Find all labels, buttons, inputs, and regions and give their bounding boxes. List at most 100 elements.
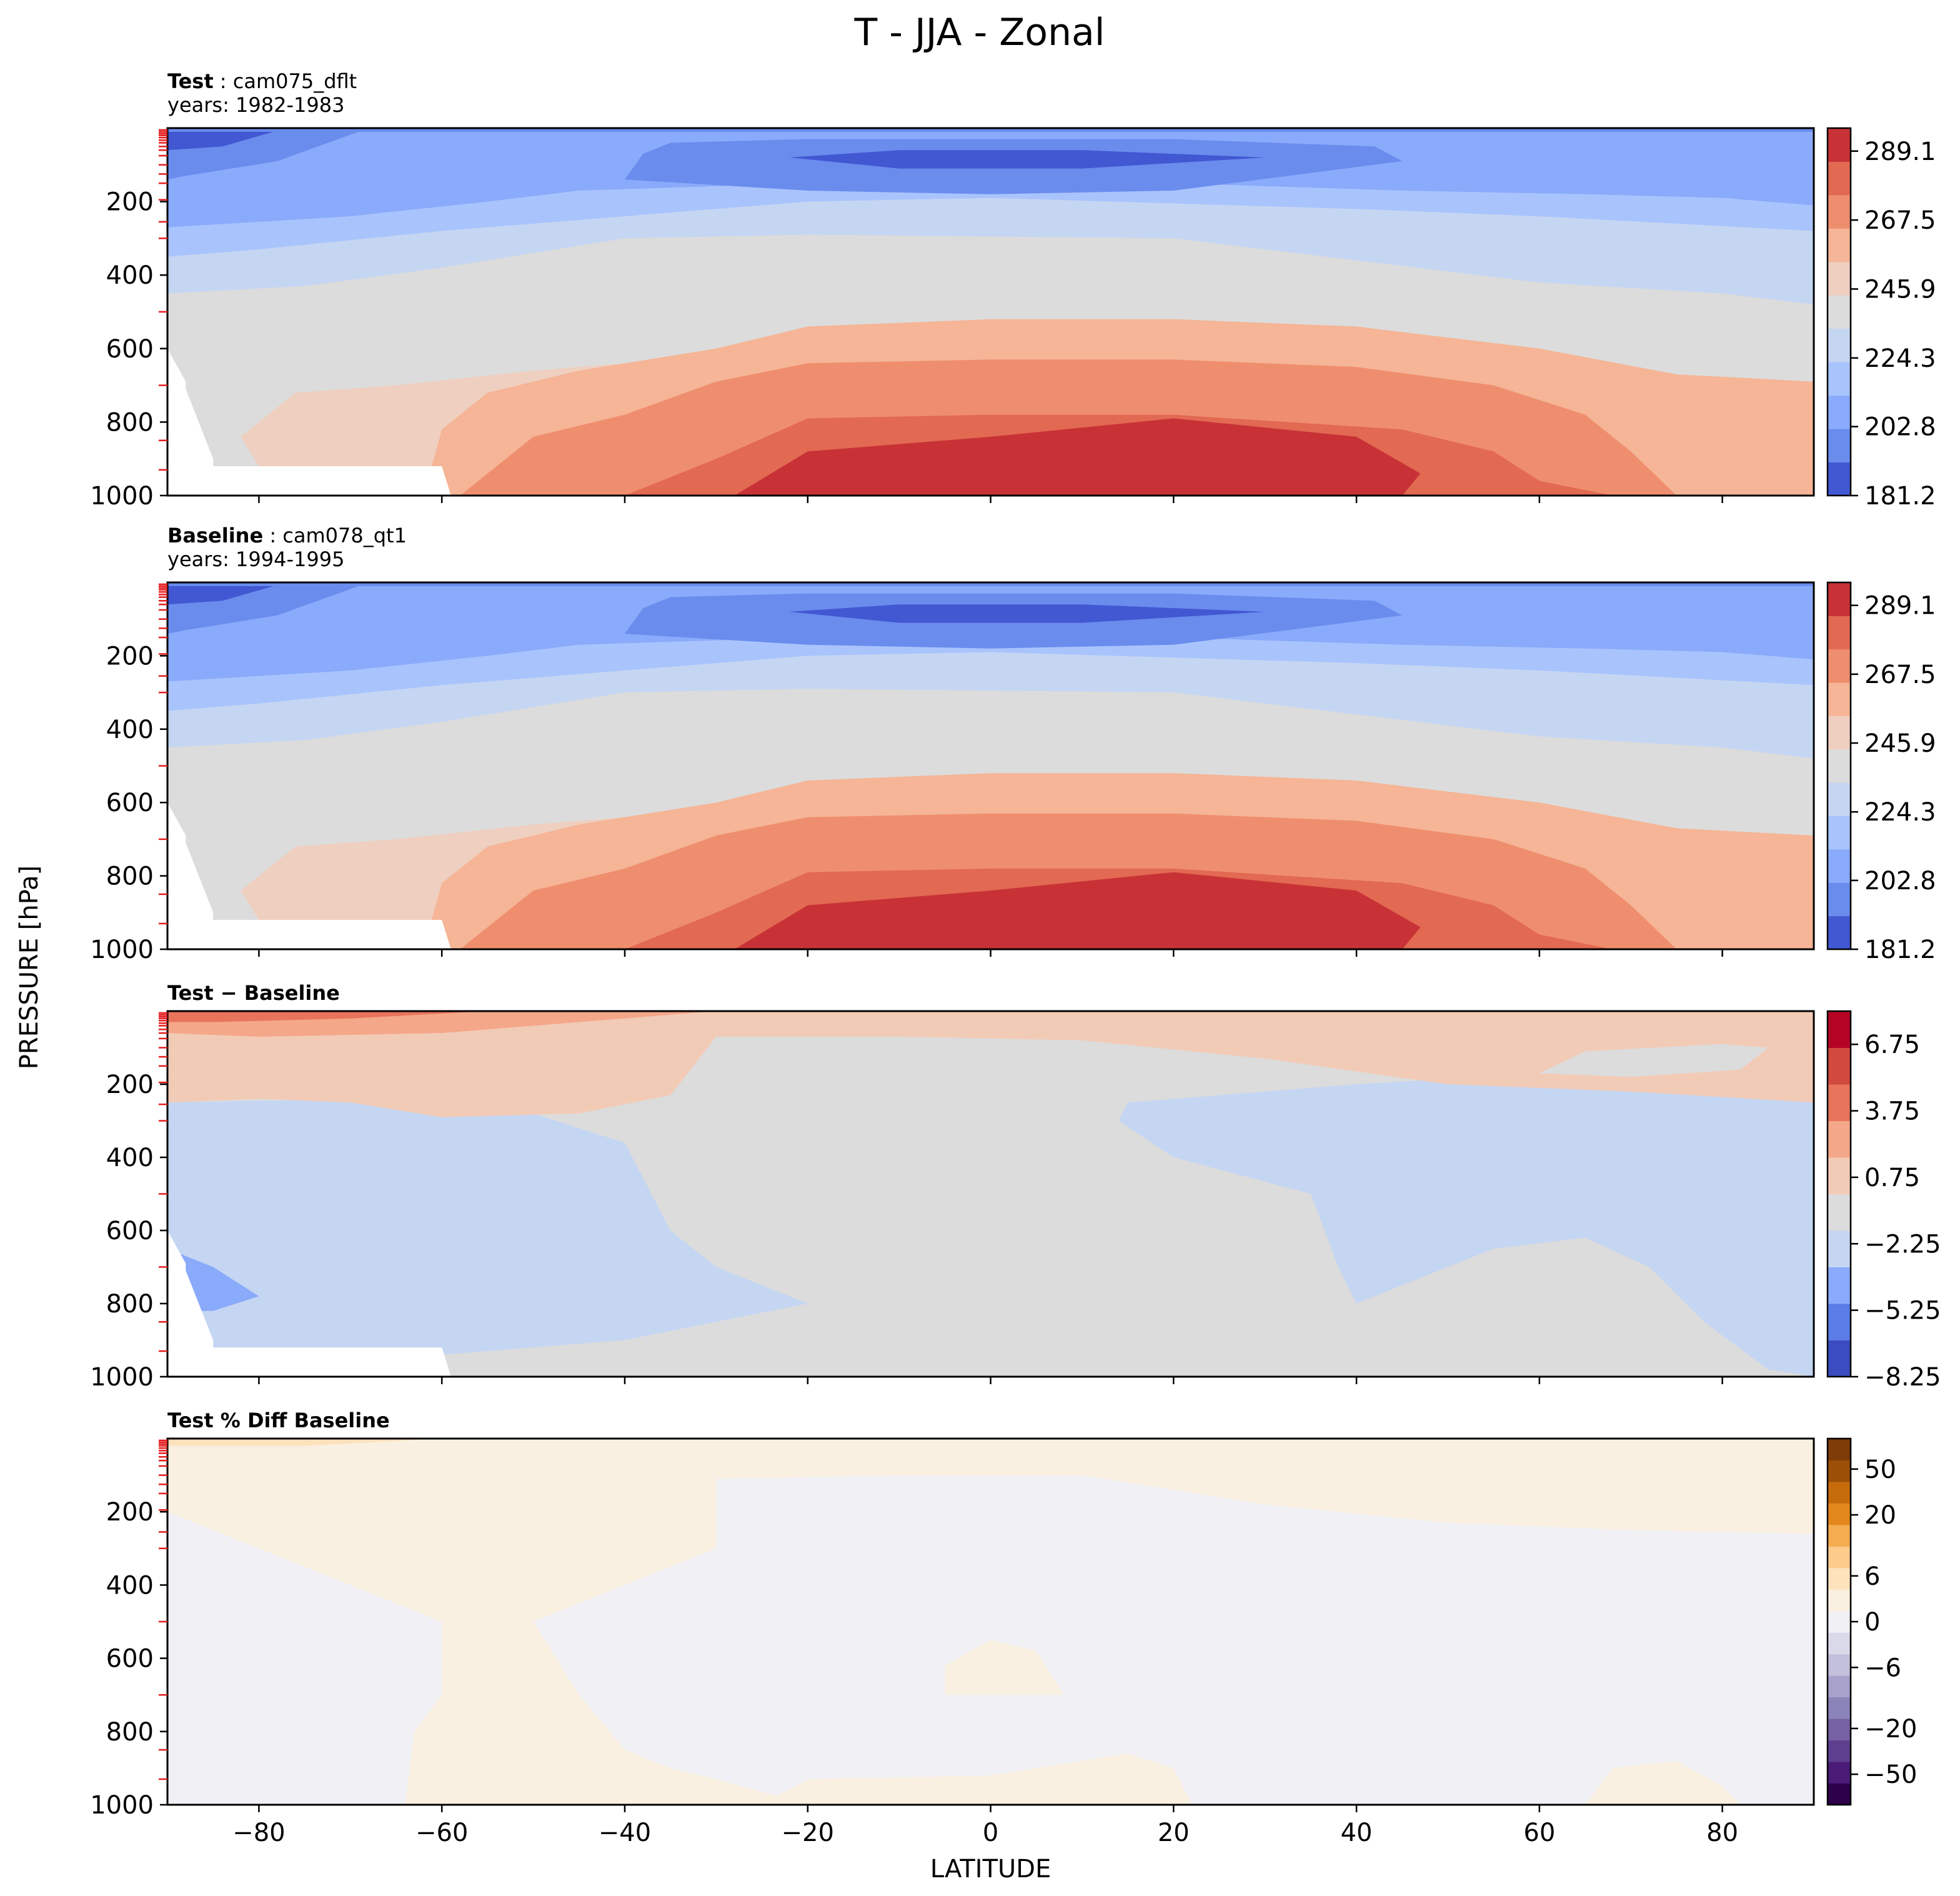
- colorbar-tick-label: 224.3: [1864, 344, 1936, 373]
- contour-band-1: [167, 1099, 808, 1377]
- colorbar-tick-label: 224.3: [1864, 798, 1936, 827]
- panel-title: Baseline : cam078_qt1: [167, 524, 407, 547]
- colorbar-tick-label: 6.75: [1864, 1030, 1920, 1059]
- panel-title: Test % Diff Baseline: [167, 1409, 390, 1432]
- colorbar-tick-label: 181.2: [1864, 482, 1936, 511]
- colorbar-swatch: [1828, 429, 1851, 463]
- colorbar-swatch: [1828, 194, 1851, 229]
- panel-diff: Test − Baseline 200 400 600 800 1000 −8.25 −5.2…: [90, 981, 1941, 1392]
- colorbar-tick-label: −2.25: [1864, 1230, 1941, 1259]
- contour-field: [167, 582, 1814, 949]
- colorbar-swatch: [1828, 1697, 1851, 1719]
- colorbar-swatch: [1828, 1589, 1851, 1612]
- contour-field: [167, 1011, 1814, 1377]
- y-tick-label: 600: [106, 789, 154, 817]
- missing-data-mask: [167, 1230, 451, 1377]
- colorbar-swatch: [1828, 261, 1851, 296]
- colorbar-pctdiff: −50 −20 −6 0 6 20 50: [1826, 1437, 1917, 1806]
- contour-band-5: [167, 1439, 442, 1446]
- x-tick-label: 60: [1523, 1819, 1555, 1847]
- colorbar-tick-label: 202.8: [1864, 413, 1936, 442]
- contour-band-19: [734, 418, 1421, 496]
- x-tick-label: −40: [599, 1819, 651, 1847]
- colorbar-test: 181.2 202.8 224.3 245.9 267.5 289.1: [1826, 127, 1936, 511]
- colorbar-tick-label: 245.9: [1864, 729, 1936, 758]
- colorbar-swatch: [1828, 1157, 1851, 1194]
- contour-band-2: [1118, 1073, 1814, 1377]
- colorbar-swatch: [1828, 816, 1851, 850]
- colorbar-tick-label: −6: [1864, 1654, 1901, 1682]
- y-tick-label: 400: [106, 1571, 154, 1600]
- contour-band-11: [167, 582, 287, 605]
- contour-field: [167, 1439, 1814, 1805]
- y-tick-label: 200: [106, 642, 154, 671]
- y-tick-label: 800: [106, 862, 154, 891]
- colorbar-tick-label: 0: [1864, 1608, 1880, 1637]
- contour-band-19: [734, 872, 1421, 949]
- colorbar-swatch: [1828, 1546, 1851, 1569]
- panel-pctdiff: Test % Diff Baseline2004006008001000−80−…: [90, 1409, 1917, 1847]
- colorbar-tick-label: 245.9: [1864, 275, 1936, 304]
- y-tick-label: 600: [106, 1217, 154, 1245]
- y-axis-label: PRESSURE [hPa]: [15, 866, 44, 1069]
- colorbar-swatch: [1828, 1460, 1851, 1482]
- colorbar-tick-label: 267.5: [1864, 206, 1936, 235]
- panel-title: Test − Baseline: [167, 981, 340, 1005]
- colorbar-swatch: [1828, 1632, 1851, 1655]
- x-tick-label: −80: [232, 1819, 285, 1847]
- contour-band-4: [167, 1011, 1814, 1117]
- colorbar-swatch: [1828, 1304, 1851, 1340]
- colorbar-swatch: [1828, 716, 1851, 750]
- y-tick-label: 200: [106, 1498, 154, 1527]
- colorbar-swatch: [1828, 749, 1851, 783]
- colorbar-tick-label: −5.25: [1864, 1297, 1941, 1325]
- y-tick-label: 600: [106, 335, 154, 364]
- colorbar-swatch: [1828, 1011, 1851, 1048]
- colorbar-swatch: [1828, 1267, 1851, 1304]
- y-tick-label: 600: [106, 1645, 154, 1674]
- contour-field: [167, 128, 1814, 496]
- x-tick-label: −60: [415, 1819, 468, 1847]
- panel-title-case: : cam078_qt1: [263, 524, 407, 547]
- colorbar-swatch: [1828, 1783, 1851, 1805]
- y-tick-label: 800: [106, 1718, 154, 1747]
- colorbar-tick-label: 202.8: [1864, 867, 1936, 896]
- colorbar-tick-label: 20: [1864, 1501, 1896, 1530]
- y-tick-label: 400: [106, 716, 154, 744]
- y-tick-label: 400: [106, 261, 154, 290]
- colorbar-swatch: [1828, 849, 1851, 883]
- figure-title: T - JJA - Zonal: [854, 11, 1105, 54]
- y-tick-label: 200: [106, 1070, 154, 1099]
- contour-band-6: [167, 1011, 488, 1022]
- colorbar-tick-label: 6: [1864, 1562, 1880, 1591]
- colorbar-swatch: [1828, 362, 1851, 396]
- colorbar-baseline: 181.2 202.8 224.3 245.9 267.5 289.1: [1826, 581, 1936, 964]
- colorbar-swatch: [1828, 328, 1851, 362]
- y-tick-label: 1000: [90, 1363, 154, 1392]
- colorbar-swatch: [1828, 1340, 1851, 1377]
- colorbar-swatch: [1828, 882, 1851, 917]
- colorbar-tick-label: 3.75: [1864, 1097, 1920, 1126]
- colorbar-swatch: [1828, 1762, 1851, 1784]
- x-axis-label: LATITUDE: [930, 1855, 1051, 1884]
- y-tick-label: 400: [106, 1144, 154, 1172]
- colorbar-swatch: [1828, 582, 1851, 616]
- colorbar-swatch: [1828, 395, 1851, 429]
- panel-title: Test : cam075_dflt: [167, 69, 357, 93]
- colorbar-swatch: [1828, 916, 1851, 950]
- y-tick-label: 800: [106, 1290, 154, 1319]
- colorbar-swatch: [1828, 1567, 1851, 1590]
- y-tick-label: 800: [106, 408, 154, 437]
- panel-title-case: : cam075_dflt: [214, 69, 357, 93]
- colorbar-swatch: [1828, 1610, 1851, 1633]
- contour-band-4: [1585, 1760, 1741, 1805]
- panel-title-label: Baseline: [167, 524, 263, 547]
- colorbar-swatch: [1828, 1084, 1851, 1121]
- y-tick-label: 200: [106, 188, 154, 217]
- colorbar-swatch: [1828, 1503, 1851, 1525]
- colorbar-swatch: [1828, 649, 1851, 683]
- colorbar-swatch: [1828, 295, 1851, 329]
- x-tick-label: 80: [1706, 1819, 1738, 1847]
- x-tick-label: 40: [1341, 1819, 1373, 1847]
- colorbar-tick-label: 289.1: [1864, 137, 1936, 166]
